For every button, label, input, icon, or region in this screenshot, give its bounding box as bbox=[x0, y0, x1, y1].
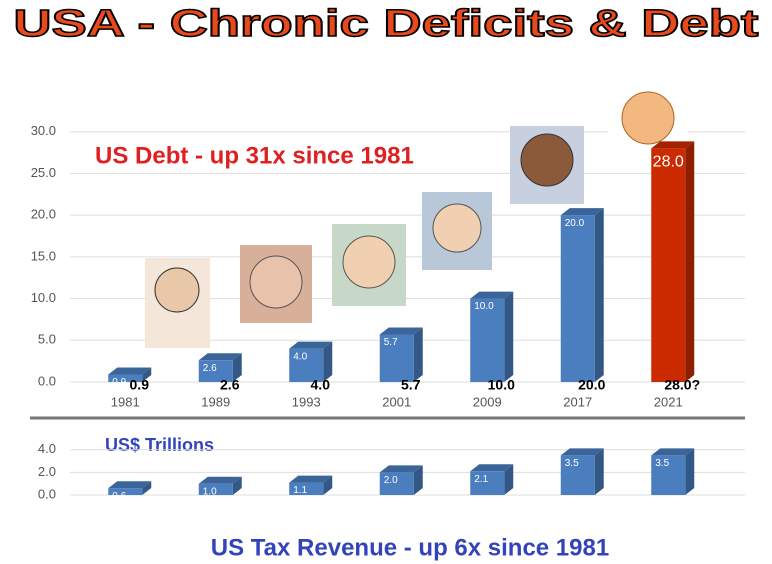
portrait-face bbox=[154, 267, 200, 313]
bar-side bbox=[594, 208, 604, 382]
bar-top bbox=[289, 341, 333, 349]
revenue-annotation: US$ Trillions bbox=[105, 435, 214, 455]
bar bbox=[198, 360, 233, 382]
bar bbox=[379, 334, 414, 382]
y-tick-label: 10.0 bbox=[31, 290, 56, 305]
bar-side bbox=[594, 448, 604, 495]
bar-top bbox=[379, 327, 423, 335]
bottom-value-label: 20.0 bbox=[578, 377, 605, 393]
bottom-value-label: 28.0? bbox=[664, 377, 700, 393]
y-tick-label: 30.0 bbox=[31, 123, 56, 138]
bar-top bbox=[198, 353, 242, 361]
bar-side bbox=[685, 448, 695, 495]
debt-annotation: US Debt - up 31x since 1981 bbox=[95, 142, 414, 169]
x-tick-label: 2017 bbox=[563, 394, 592, 409]
bar-side bbox=[232, 353, 242, 382]
bar-top bbox=[651, 448, 695, 456]
bar-side bbox=[142, 481, 152, 495]
bar bbox=[470, 298, 505, 382]
bar-value-label: 3.5 bbox=[565, 458, 579, 469]
bar-side bbox=[504, 291, 514, 382]
bar bbox=[108, 488, 143, 495]
bar bbox=[651, 455, 686, 495]
x-tick-label: 2001 bbox=[382, 394, 411, 409]
bottom-value-label: 0.9 bbox=[130, 377, 150, 393]
y-tick-label: 20.0 bbox=[31, 207, 56, 222]
bar-side bbox=[323, 341, 333, 382]
bottom-value-label: 10.0 bbox=[488, 377, 515, 393]
bar-side bbox=[685, 141, 695, 382]
bar-top bbox=[470, 464, 514, 472]
y-tick-label: 0.0 bbox=[38, 373, 56, 388]
portrait-face bbox=[249, 255, 303, 309]
y-tick-label: 4.0 bbox=[38, 441, 56, 456]
bar-value-label: 10.0 bbox=[474, 301, 494, 312]
bar-side bbox=[413, 465, 423, 495]
bar bbox=[198, 483, 233, 495]
bottom-value-label: 5.7 bbox=[401, 377, 421, 393]
bar-value-label: 1.1 bbox=[293, 485, 307, 496]
x-tick-label: 2021 bbox=[654, 394, 683, 409]
bar-side bbox=[413, 327, 423, 382]
bar-top bbox=[198, 476, 242, 484]
y-tick-label: 5.0 bbox=[38, 332, 56, 347]
bar bbox=[379, 472, 414, 495]
y-tick-label: 0.0 bbox=[38, 486, 56, 501]
bar-top bbox=[108, 367, 152, 375]
bar-value-label: 3.5 bbox=[655, 458, 669, 469]
y-tick-label: 2.0 bbox=[38, 464, 56, 479]
bar-value-label: 2.6 bbox=[203, 363, 217, 374]
bar-side bbox=[504, 464, 514, 495]
bar-value-label: 1.0 bbox=[203, 486, 217, 497]
bar bbox=[560, 455, 595, 495]
bar-top bbox=[560, 208, 604, 216]
bar bbox=[289, 348, 324, 382]
x-tick-label: 1993 bbox=[292, 394, 321, 409]
bottom-value-label: 4.0 bbox=[311, 377, 331, 393]
bar bbox=[560, 215, 595, 382]
bar-top bbox=[470, 291, 514, 299]
bar-value-label: 0.9 bbox=[112, 377, 126, 388]
y-tick-label: 15.0 bbox=[31, 248, 56, 263]
portrait-face bbox=[621, 91, 675, 145]
revenue-title: US Tax Revenue - up 6x since 1981 bbox=[211, 534, 609, 561]
bar-side bbox=[142, 367, 152, 382]
bar-top bbox=[289, 475, 333, 483]
bar bbox=[470, 471, 505, 495]
x-tick-label: 1981 bbox=[111, 394, 140, 409]
page-title: USA - Chronic Deficits & Debt bbox=[14, 3, 759, 45]
bar bbox=[651, 148, 686, 382]
bar-top bbox=[560, 448, 604, 456]
bar-value-label: 0.6 bbox=[112, 491, 126, 502]
portrait-face bbox=[520, 133, 574, 187]
bar bbox=[289, 482, 324, 495]
portrait-face bbox=[342, 235, 396, 289]
y-tick-label: 25.0 bbox=[31, 165, 56, 180]
bar-value-label: 2.1 bbox=[474, 474, 488, 485]
x-tick-label: 1989 bbox=[201, 394, 230, 409]
x-tick-label: 2009 bbox=[473, 394, 502, 409]
portrait-face bbox=[432, 203, 482, 253]
bar-value-label: 20.0 bbox=[565, 218, 585, 229]
bar-top bbox=[379, 465, 423, 473]
bar-top bbox=[651, 141, 695, 149]
bar bbox=[108, 374, 143, 382]
bar-side bbox=[232, 476, 242, 495]
bar-value-label: 5.7 bbox=[384, 337, 398, 348]
bar-value-label: 4.0 bbox=[293, 351, 307, 362]
bottom-value-label: 2.6 bbox=[220, 377, 240, 393]
bar-side bbox=[323, 475, 333, 495]
bar-value-label: 2.0 bbox=[384, 475, 398, 486]
bar-value-label: 28.0 bbox=[653, 154, 684, 171]
portraits bbox=[145, 80, 688, 348]
bar-top bbox=[108, 481, 152, 489]
